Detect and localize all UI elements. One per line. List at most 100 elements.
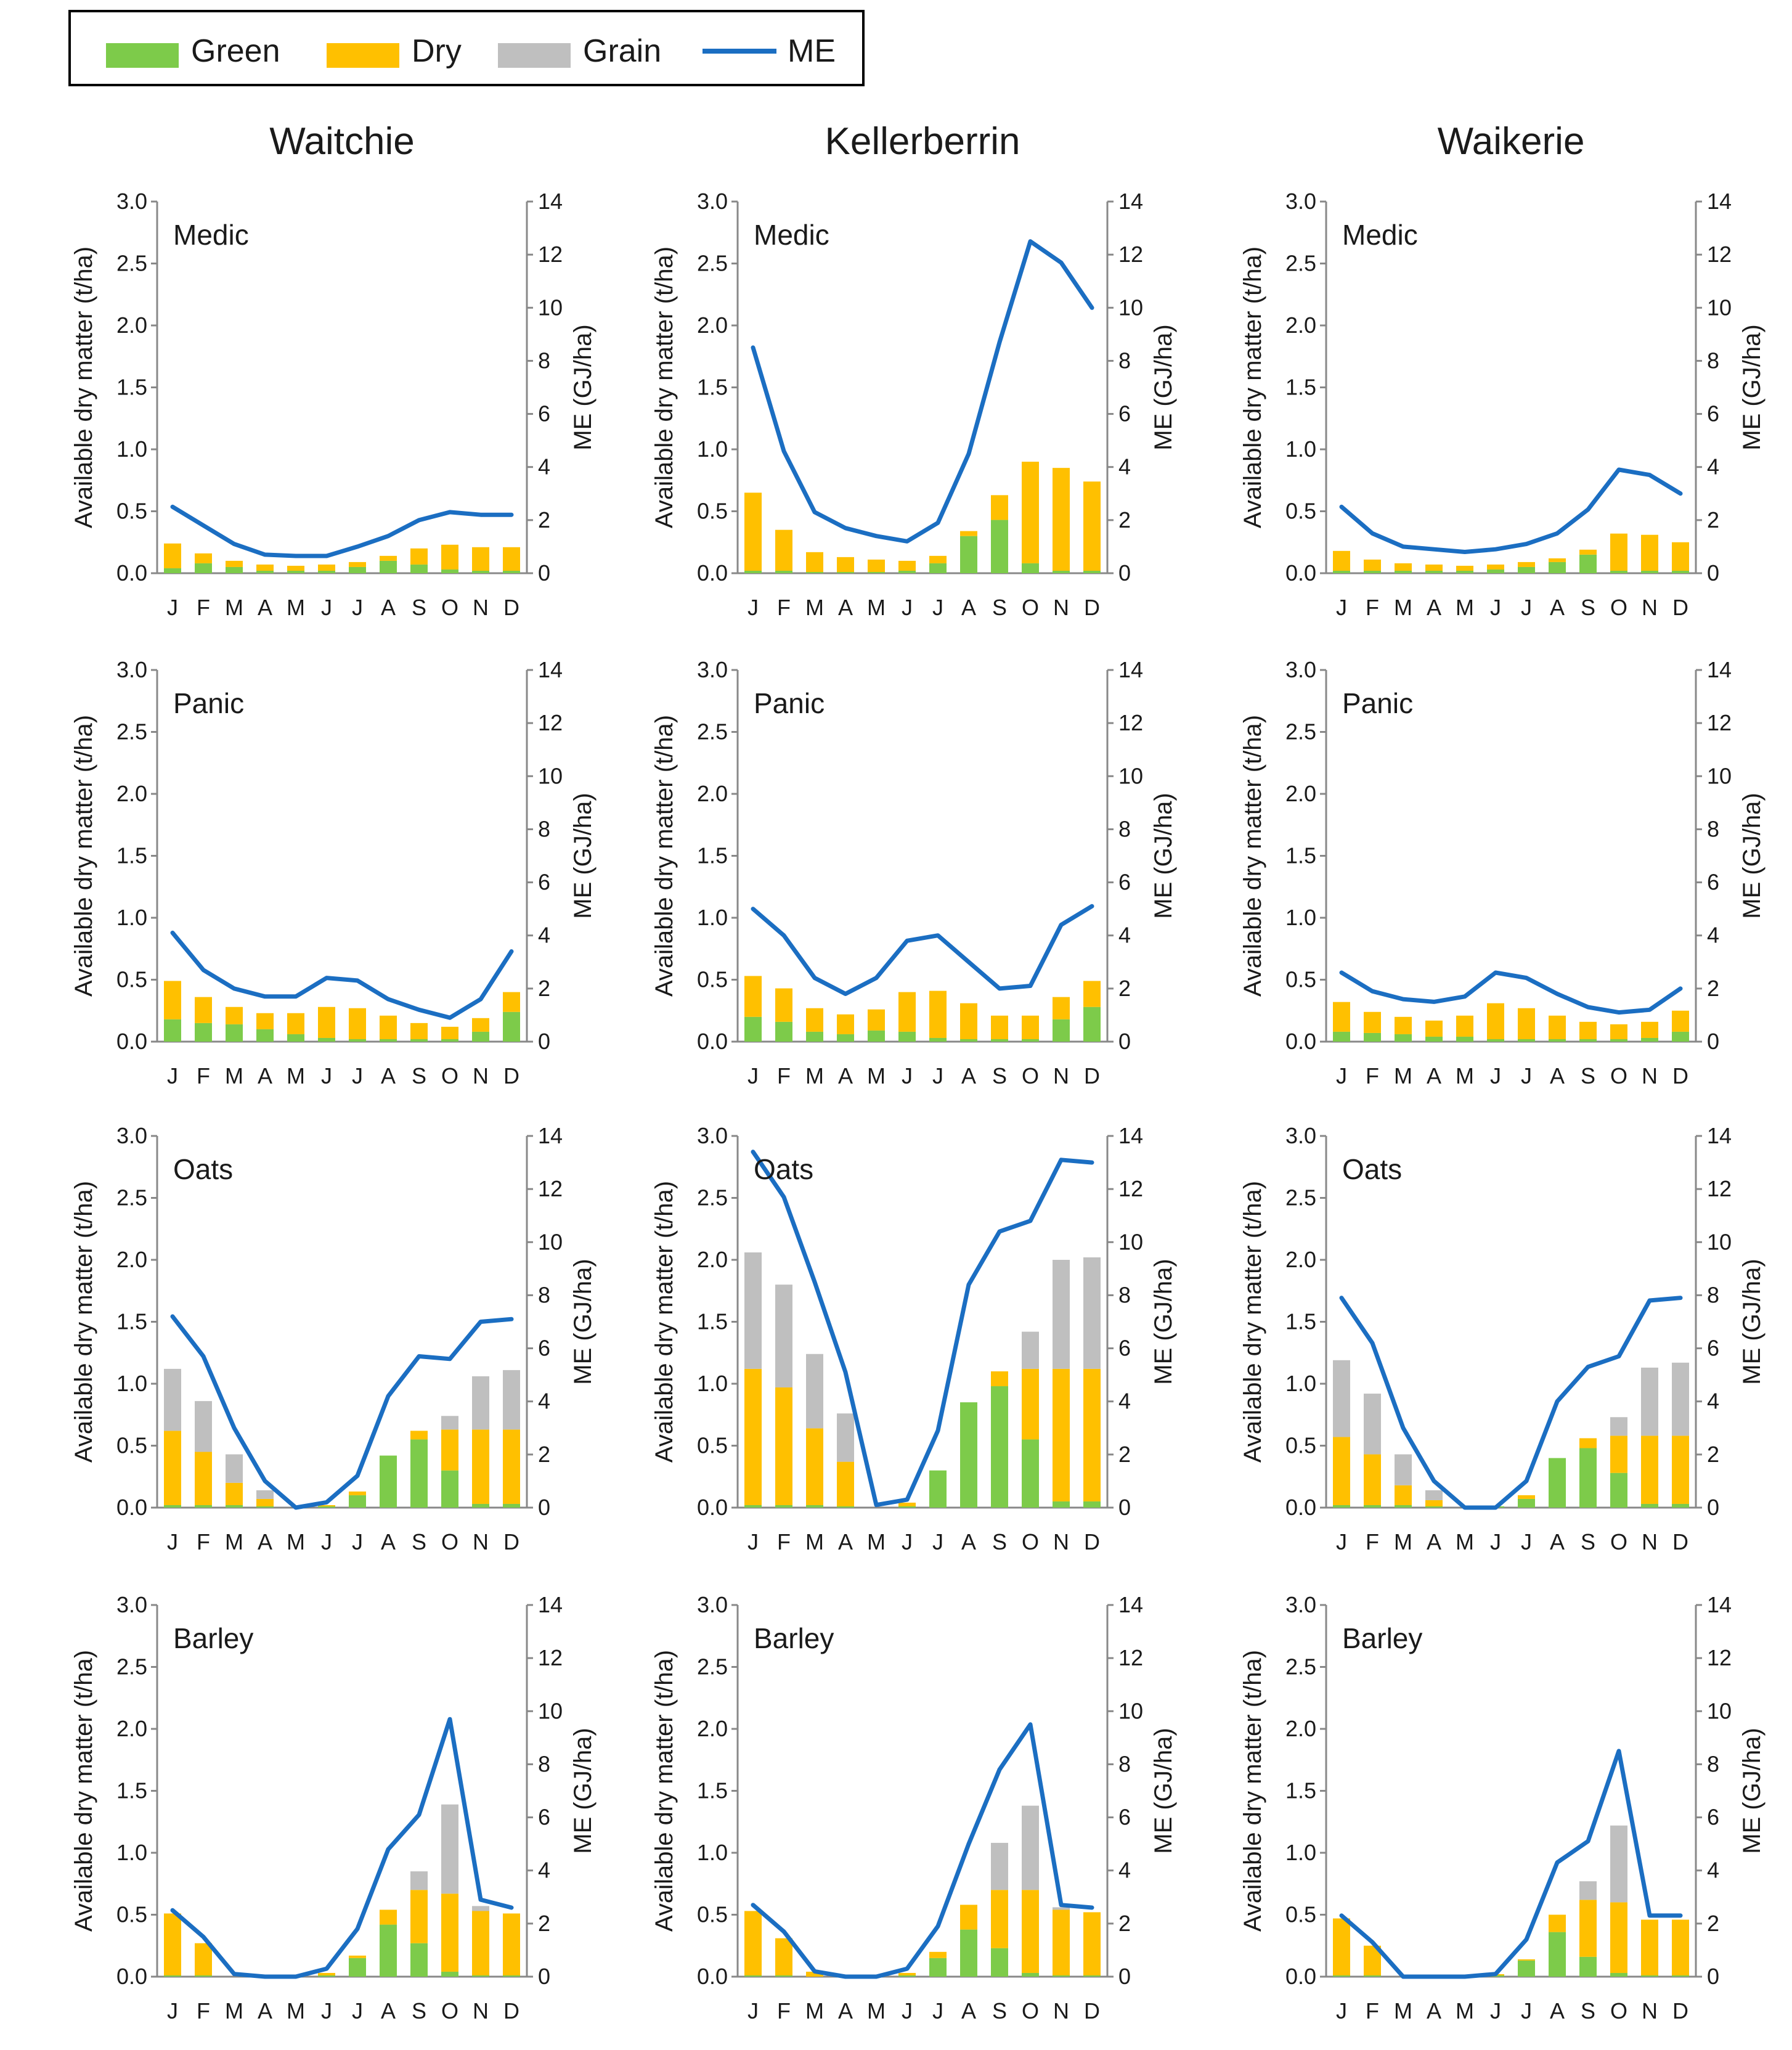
- bar-dry: [775, 988, 792, 1022]
- x-tick-label: F: [1366, 1529, 1379, 1554]
- bar-green: [441, 1971, 458, 1977]
- bar-dry: [1333, 550, 1350, 571]
- y-right-tick-label: 6: [538, 1336, 550, 1361]
- bar-green: [898, 1031, 916, 1042]
- bar-green: [806, 1505, 823, 1508]
- x-tick-label: J: [352, 1529, 363, 1554]
- bar-green: [1364, 1975, 1381, 1977]
- y-right-tick-label: 10: [1118, 1229, 1143, 1254]
- bar-dry: [1672, 1435, 1689, 1504]
- bar-green: [929, 1037, 947, 1042]
- bar-green: [1053, 1501, 1070, 1508]
- y-right-tick-label: 12: [538, 710, 563, 735]
- bar-dry: [837, 1461, 854, 1506]
- panel-waikerie-medic: 0.0 0.5 1.0 1.5 2.0 2.5 3.0 0 2 4 6 8 10 12 14 Availabl…: [1239, 189, 1766, 620]
- bar-green: [1549, 1458, 1566, 1508]
- bar-dry: [1395, 1016, 1412, 1034]
- bar-green: [1641, 1503, 1658, 1508]
- panel-title: Medic: [173, 219, 249, 251]
- bar-green: [898, 570, 916, 573]
- bar-green: [1333, 1505, 1350, 1508]
- y-left-tick-label: 1.5: [697, 1778, 728, 1803]
- y-left-tick-label: 1.0: [116, 1840, 147, 1865]
- bar-green: [1364, 1032, 1381, 1042]
- bar-grain: [164, 1368, 181, 1431]
- y-left-tick-label: 3.0: [116, 657, 147, 682]
- y-left-tick-label: 1.5: [1285, 843, 1316, 868]
- bar-green: [1364, 1505, 1381, 1508]
- x-tick-label: S: [992, 1063, 1007, 1088]
- x-tick-label: J: [1521, 1529, 1532, 1554]
- x-tick-label: N: [473, 1063, 489, 1088]
- x-tick-label: A: [1427, 1529, 1441, 1554]
- x-tick-label: J: [321, 1529, 332, 1554]
- y-right-tick-label: 12: [1707, 1645, 1732, 1670]
- x-tick-label: O: [1610, 1063, 1627, 1088]
- bar-dry: [195, 1943, 212, 1975]
- bar-green: [195, 1505, 212, 1508]
- x-tick-label: A: [381, 595, 396, 620]
- x-tick-label: J: [321, 1063, 332, 1088]
- y-right-tick-label: 6: [538, 401, 550, 427]
- bar-dry: [1641, 1919, 1658, 1975]
- bar-grain: [1610, 1417, 1627, 1436]
- bar-green: [380, 1039, 397, 1042]
- y-right-tick-label: 12: [538, 1645, 563, 1670]
- bar-green: [898, 1975, 916, 1977]
- x-tick-label: M: [1394, 1063, 1412, 1088]
- bar-green: [195, 563, 212, 573]
- bar-green: [1333, 1031, 1350, 1042]
- y-right-axis-title: ME (GJ/ha): [569, 1728, 597, 1853]
- bar-green: [868, 571, 885, 573]
- y-left-tick-label: 3.0: [1285, 189, 1316, 214]
- bar-dry: [1518, 1959, 1535, 1961]
- x-tick-label: O: [1022, 1063, 1039, 1088]
- y-right-tick-label: 6: [1707, 401, 1719, 427]
- bar-green: [960, 1929, 977, 1977]
- y-right-tick-label: 14: [1118, 1592, 1143, 1617]
- bar-dry: [1549, 558, 1566, 562]
- bar-dry: [318, 1007, 335, 1038]
- x-tick-label: S: [1581, 1998, 1595, 2023]
- y-right-tick-label: 4: [1707, 1858, 1719, 1883]
- bar-green: [410, 1943, 428, 1977]
- bar-dry: [960, 1003, 977, 1039]
- y-right-tick-label: 8: [1118, 1751, 1131, 1776]
- x-tick-label: D: [1084, 1529, 1100, 1554]
- bar-grain: [410, 1871, 428, 1890]
- y-right-tick-label: 8: [1118, 1282, 1131, 1307]
- bar-green: [318, 570, 335, 573]
- me-line: [751, 239, 1094, 544]
- bar-dry: [441, 1429, 458, 1471]
- bar-dry: [410, 1023, 428, 1039]
- y-right-tick-label: 10: [1118, 763, 1143, 788]
- bar-dry: [1053, 1909, 1070, 1975]
- x-tick-label: A: [1427, 1998, 1441, 2023]
- x-tick-label: S: [992, 1529, 1007, 1554]
- y-left-tick-label: 2.0: [697, 312, 728, 338]
- bar-dry: [1364, 559, 1381, 571]
- bar-green: [775, 570, 792, 573]
- x-tick-label: M: [1456, 1529, 1474, 1554]
- bar-grain: [744, 1252, 762, 1369]
- bar-dry: [837, 1014, 854, 1034]
- y-right-tick-label: 2: [1118, 1442, 1131, 1467]
- bar-green: [1083, 1501, 1101, 1508]
- y-left-tick-label: 3.0: [1285, 657, 1316, 682]
- bar-dry: [898, 1502, 916, 1506]
- y-left-tick-label: 0.5: [697, 1902, 728, 1927]
- y-right-tick-label: 10: [1707, 295, 1732, 320]
- bar-green: [1518, 1498, 1535, 1508]
- bar-dry: [441, 1026, 458, 1039]
- x-tick-label: D: [1084, 595, 1100, 620]
- bar-green: [1610, 570, 1627, 573]
- bar-green: [380, 1455, 397, 1508]
- bar-dry: [1053, 468, 1070, 571]
- bar-dry: [1579, 1900, 1597, 1957]
- x-tick-label: J: [902, 1529, 913, 1554]
- bar-dry: [380, 1909, 397, 1925]
- bar-green: [256, 570, 274, 573]
- bar-dry: [256, 1498, 274, 1506]
- x-tick-label: J: [902, 1998, 913, 2023]
- y-left-tick-label: 3.0: [697, 1123, 728, 1148]
